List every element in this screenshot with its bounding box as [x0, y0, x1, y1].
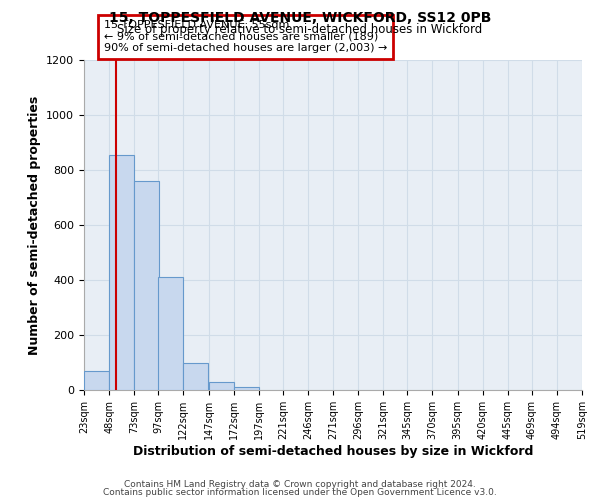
Bar — [209, 382, 233, 390]
Text: 15, TOPPESFIELD AVENUE, WICKFORD, SS12 0PB: 15, TOPPESFIELD AVENUE, WICKFORD, SS12 0… — [109, 11, 491, 25]
Bar — [109, 155, 134, 390]
Bar — [184, 362, 209, 390]
Bar — [134, 181, 160, 390]
X-axis label: Distribution of semi-detached houses by size in Wickford: Distribution of semi-detached houses by … — [133, 444, 533, 458]
Text: 15 TOPPESFIELD AVENUE: 55sqm
← 9% of semi-detached houses are smaller (189)
90% : 15 TOPPESFIELD AVENUE: 55sqm ← 9% of sem… — [104, 20, 387, 54]
Bar — [233, 386, 259, 390]
Text: Size of property relative to semi-detached houses in Wickford: Size of property relative to semi-detach… — [118, 22, 482, 36]
Bar — [84, 371, 109, 390]
Y-axis label: Number of semi-detached properties: Number of semi-detached properties — [28, 96, 41, 354]
Text: Contains HM Land Registry data © Crown copyright and database right 2024.: Contains HM Land Registry data © Crown c… — [124, 480, 476, 489]
Bar — [158, 277, 184, 390]
Text: Contains public sector information licensed under the Open Government Licence v3: Contains public sector information licen… — [103, 488, 497, 497]
